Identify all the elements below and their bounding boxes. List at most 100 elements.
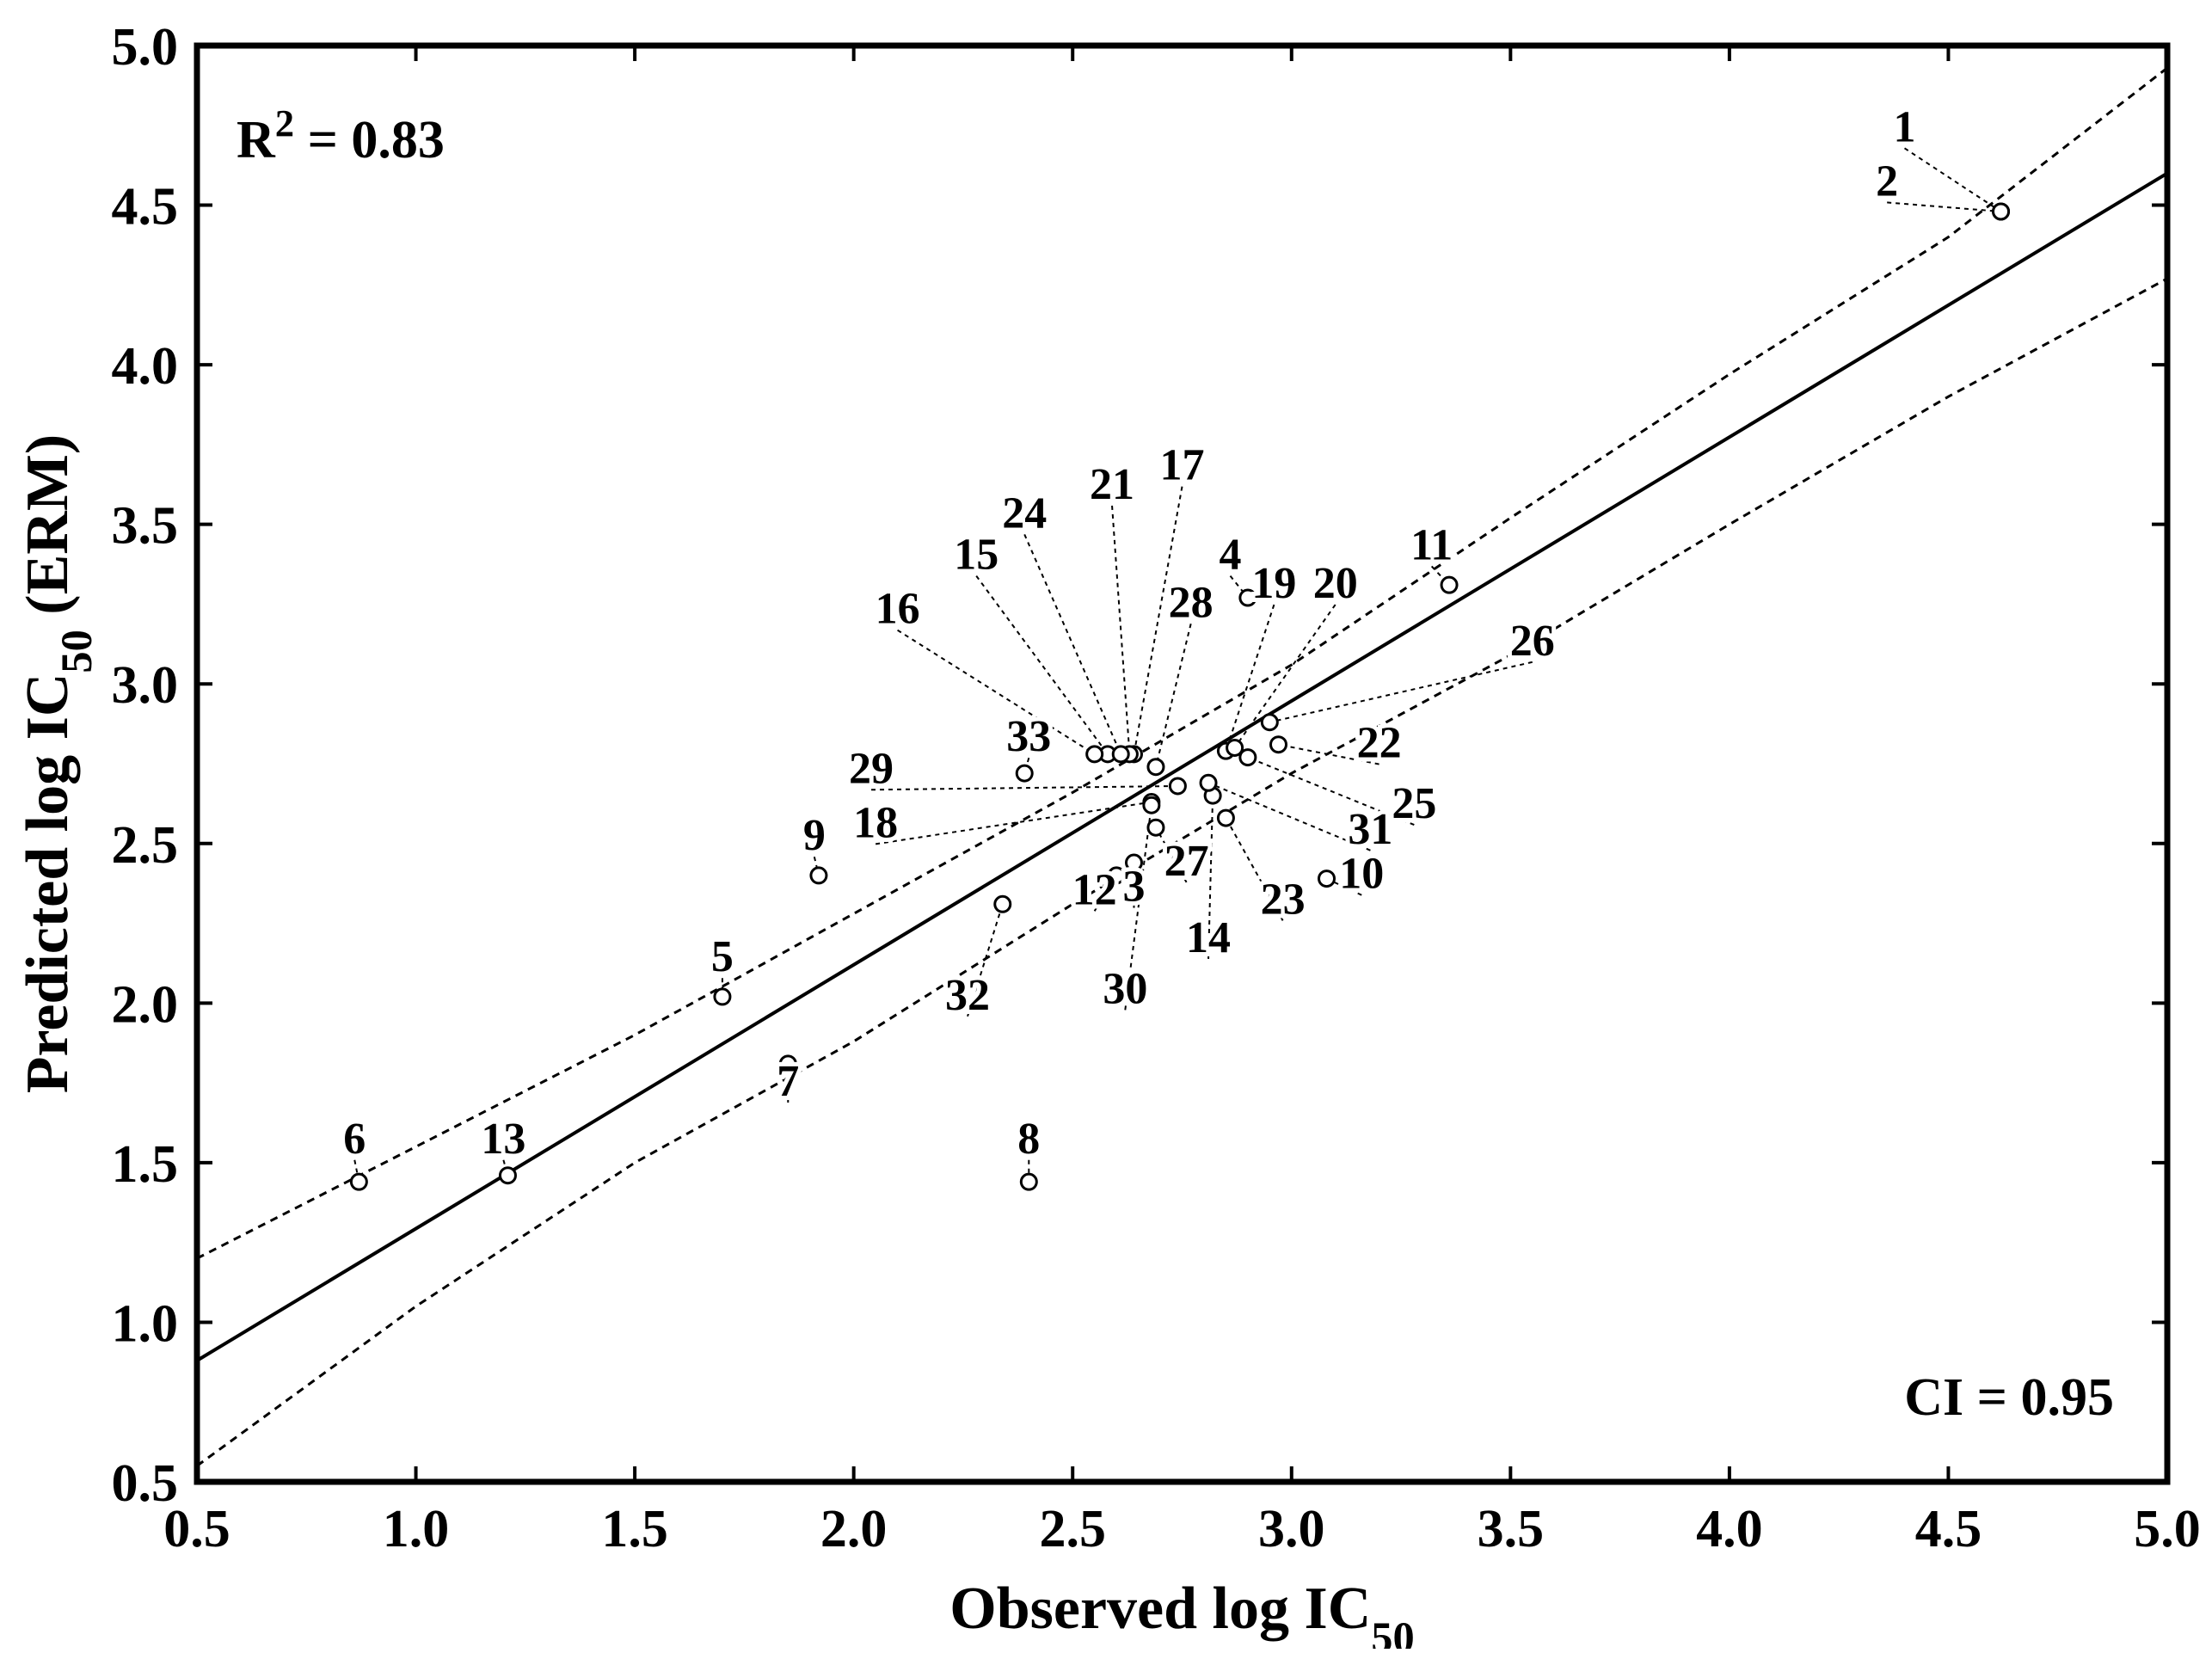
leader-line-24 bbox=[1023, 533, 1122, 755]
leader-line-2 bbox=[1887, 201, 2001, 212]
y-tick-label-2.5: 2.5 bbox=[112, 816, 179, 875]
point-label-1: 1 bbox=[1894, 102, 1916, 151]
point-label-9: 9 bbox=[803, 811, 826, 860]
data-point-9 bbox=[809, 866, 828, 885]
y-tick-label-1.0: 1.0 bbox=[112, 1294, 179, 1353]
data-point-3 bbox=[1124, 853, 1143, 872]
leader-line-17 bbox=[1133, 486, 1183, 755]
data-point-12 bbox=[1107, 866, 1126, 885]
leader-line-25 bbox=[1247, 756, 1415, 826]
point-label-3: 3 bbox=[1122, 863, 1145, 912]
data-point-16 bbox=[1085, 745, 1104, 764]
data-point-22 bbox=[1269, 735, 1288, 754]
leader-line-10 bbox=[1326, 877, 1362, 896]
point-label-28: 28 bbox=[1169, 578, 1214, 627]
point-label-17: 17 bbox=[1160, 441, 1205, 490]
leader-line-20 bbox=[1233, 604, 1336, 749]
x-tick-label-1.5: 1.5 bbox=[601, 1500, 668, 1558]
data-point-5 bbox=[713, 987, 732, 1006]
leader-line-13 bbox=[502, 1159, 509, 1177]
point-label-12: 12 bbox=[1072, 865, 1117, 914]
y-tick-label-0.5: 0.5 bbox=[112, 1454, 179, 1513]
leader-line-16 bbox=[897, 629, 1096, 755]
leader-line-15 bbox=[975, 575, 1109, 755]
data-point-4 bbox=[1238, 588, 1257, 607]
leader-line-18 bbox=[875, 801, 1152, 845]
data-point-27 bbox=[1146, 818, 1165, 837]
r-squared-annotation: R2 = 0.83 bbox=[237, 101, 445, 169]
leader-line-29 bbox=[871, 784, 1178, 791]
data-point-7 bbox=[778, 1054, 797, 1073]
data-point-23 bbox=[1216, 808, 1235, 827]
point-label-32: 32 bbox=[945, 971, 990, 1020]
y-tick-label-2.0: 2.0 bbox=[112, 975, 179, 1034]
point-label-22: 22 bbox=[1357, 719, 1402, 768]
point-label-31: 31 bbox=[1348, 805, 1392, 854]
data-point-2 bbox=[1992, 202, 2011, 221]
point-label-5: 5 bbox=[711, 932, 734, 981]
point-label-27: 27 bbox=[1164, 837, 1209, 886]
ci-annotation: CI = 0.95 bbox=[1904, 1368, 2114, 1427]
y-tick-label-4.0: 4.0 bbox=[112, 337, 179, 396]
leader-line-21 bbox=[1111, 505, 1131, 754]
point-label-30: 30 bbox=[1103, 964, 1147, 1013]
x-axis-title: Observed log IC50 bbox=[949, 1576, 1414, 1649]
x-tick-label-2.5: 2.5 bbox=[1039, 1500, 1106, 1558]
data-point-33 bbox=[1015, 764, 1034, 783]
x-tick-label-3.5: 3.5 bbox=[1478, 1500, 1545, 1558]
point-label-4: 4 bbox=[1220, 531, 1242, 580]
data-point-20 bbox=[1226, 738, 1244, 757]
x-tick-label-5.0: 5.0 bbox=[2134, 1500, 2201, 1558]
data-point-30 bbox=[1142, 796, 1161, 814]
y-tick-label-5.0: 5.0 bbox=[112, 18, 179, 77]
point-label-14: 14 bbox=[1186, 913, 1231, 962]
x-tick-label-1.0: 1.0 bbox=[383, 1500, 450, 1558]
point-label-24: 24 bbox=[1002, 489, 1047, 538]
regression-line bbox=[197, 171, 2167, 1362]
point-label-15: 15 bbox=[954, 531, 998, 580]
leader-line-28 bbox=[1154, 624, 1192, 767]
x-tick-label-3.0: 3.0 bbox=[1258, 1500, 1325, 1558]
data-point-32 bbox=[993, 894, 1012, 913]
point-label-20: 20 bbox=[1313, 559, 1358, 608]
point-label-8: 8 bbox=[1017, 1115, 1040, 1164]
x-tick-label-4.5: 4.5 bbox=[1915, 1500, 1982, 1558]
point-label-33: 33 bbox=[1006, 712, 1051, 761]
y-tick-label-3.5: 3.5 bbox=[112, 497, 179, 556]
y-axis-title: Predicted log IC50 (ERM) bbox=[15, 434, 101, 1093]
point-label-21: 21 bbox=[1090, 460, 1134, 509]
ci-upper-line bbox=[197, 66, 2167, 1260]
point-label-19: 19 bbox=[1251, 559, 1296, 608]
leader-line-23 bbox=[1225, 817, 1284, 921]
data-point-29 bbox=[1168, 777, 1187, 796]
data-point-26 bbox=[1260, 713, 1279, 732]
y-tick-label-3.0: 3.0 bbox=[112, 656, 179, 715]
leader-line-27 bbox=[1155, 826, 1188, 883]
data-point-11 bbox=[1440, 575, 1459, 594]
leader-line-26 bbox=[1269, 661, 1533, 723]
point-label-10: 10 bbox=[1339, 850, 1384, 899]
point-label-11: 11 bbox=[1410, 520, 1453, 569]
point-label-6: 6 bbox=[343, 1115, 366, 1164]
leader-line-1 bbox=[1903, 147, 2002, 212]
point-label-13: 13 bbox=[481, 1115, 525, 1164]
data-point-13 bbox=[498, 1166, 517, 1185]
leader-line-33 bbox=[1023, 757, 1030, 774]
data-point-31 bbox=[1199, 773, 1218, 792]
leader-line-32 bbox=[967, 903, 1004, 1017]
point-label-25: 25 bbox=[1392, 779, 1436, 828]
leader-line-31 bbox=[1207, 782, 1371, 851]
ci-lower-line bbox=[197, 277, 2167, 1467]
data-point-28 bbox=[1146, 758, 1165, 777]
x-tick-label-0.5: 0.5 bbox=[163, 1500, 230, 1558]
data-point-8 bbox=[1019, 1172, 1038, 1191]
data-point-25 bbox=[1238, 748, 1257, 767]
data-point-24 bbox=[1111, 745, 1130, 764]
data-point-6 bbox=[349, 1172, 368, 1191]
data-point-10 bbox=[1318, 870, 1336, 888]
leader-line-9 bbox=[813, 856, 820, 876]
point-label-23: 23 bbox=[1261, 875, 1306, 924]
point-label-26: 26 bbox=[1510, 617, 1555, 666]
